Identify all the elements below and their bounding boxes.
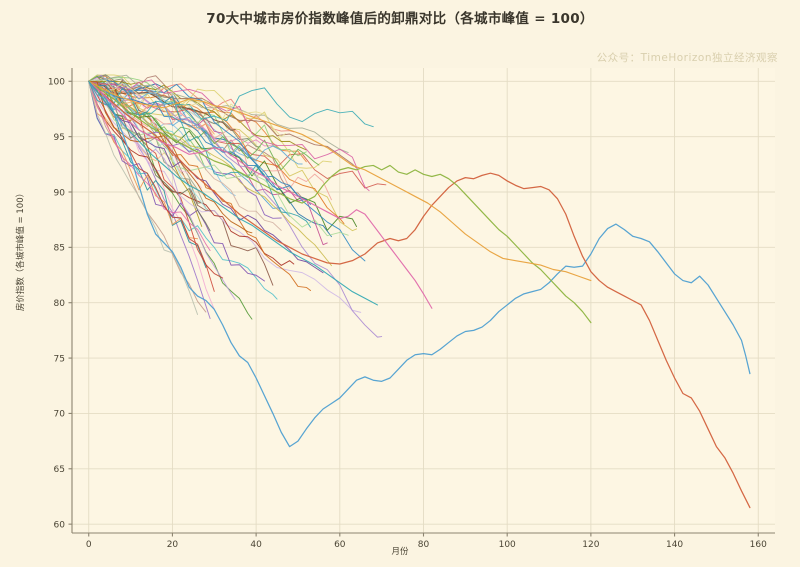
- svg-text:90: 90: [54, 188, 66, 198]
- svg-text:120: 120: [582, 540, 599, 550]
- svg-text:80: 80: [54, 299, 66, 309]
- x-axis-label: 月份: [391, 547, 409, 557]
- svg-text:65: 65: [54, 465, 65, 475]
- svg-text:100: 100: [48, 78, 65, 88]
- svg-text:70: 70: [54, 410, 66, 420]
- svg-text:20: 20: [167, 540, 179, 550]
- svg-text:60: 60: [334, 540, 346, 550]
- chart-title: 70大中城市房价指数峰值后的卸鼎对比（各城市峰值 = 100）: [206, 11, 594, 27]
- svg-text:95: 95: [54, 133, 65, 143]
- svg-text:75: 75: [54, 354, 65, 364]
- svg-text:80: 80: [418, 540, 430, 550]
- axis-ticks: 60 65 70 75 80 85 90 95 100 0 20 40 60 80 100 120 140 160: [48, 78, 767, 550]
- svg-text:100: 100: [499, 540, 516, 550]
- svg-text:85: 85: [54, 244, 65, 254]
- svg-text:140: 140: [666, 540, 683, 550]
- series-lines: [88, 74, 751, 509]
- svg-text:160: 160: [750, 540, 767, 550]
- grid-lines: [72, 68, 775, 533]
- svg-text:40: 40: [250, 540, 262, 550]
- svg-text:0: 0: [86, 540, 92, 550]
- svg-text:60: 60: [54, 520, 66, 530]
- y-axis-label: 房价指数（各城市峰值 = 100）: [16, 188, 26, 312]
- watermark-text: 公众号：TimeHorizon独立经济观察: [596, 52, 778, 64]
